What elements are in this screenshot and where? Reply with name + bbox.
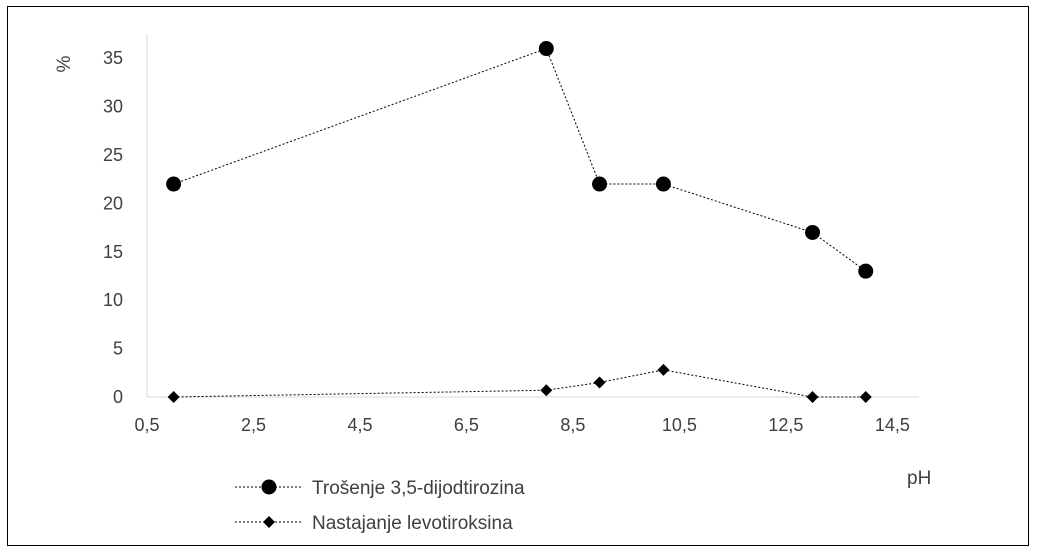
series-layer xyxy=(166,41,874,403)
chart-frame: 0 5 10 15 20 25 30 35 0,5 2,5 4,5 6,5 8,5 10,5 12,5 14… xyxy=(7,6,1029,546)
data-point-diamond xyxy=(167,391,180,403)
x-tick-label: 4,5 xyxy=(347,415,372,435)
x-axis-label: pH xyxy=(907,468,931,489)
series-line xyxy=(173,369,866,398)
series-0 xyxy=(166,41,874,279)
legend: Trošenje 3,5-dijodtirozina Nastajanje le… xyxy=(235,478,525,534)
chart-svg: 0 5 10 15 20 25 30 35 0,5 2,5 4,5 6,5 8,5 10,5 12,5 14… xyxy=(54,34,931,534)
data-point-circle xyxy=(805,224,821,240)
x-tick-label: 6,5 xyxy=(454,415,479,435)
y-tick-label: 10 xyxy=(103,290,123,310)
x-tick-label: 10,5 xyxy=(662,415,697,435)
legend-circle-marker xyxy=(261,479,277,495)
data-point-diamond xyxy=(540,384,553,397)
y-tick-label: 15 xyxy=(103,242,123,262)
legend-label-dijodtirozin: Trošenje 3,5-dijodtirozina xyxy=(312,478,525,499)
y-tick-label: 5 xyxy=(113,339,123,359)
y-tick-label: 20 xyxy=(103,193,123,213)
data-point-circle xyxy=(538,41,554,57)
x-tick-label: 14,5 xyxy=(875,415,910,435)
x-tick-label: 8,5 xyxy=(560,415,585,435)
data-point-circle xyxy=(592,176,608,192)
series-line xyxy=(173,47,867,272)
data-point-circle xyxy=(655,176,671,192)
data-point-circle xyxy=(166,176,182,192)
data-point-circle xyxy=(858,263,874,279)
legend-diamond-marker xyxy=(263,516,275,528)
y-tick-label: 25 xyxy=(103,145,123,165)
y-tick-label: 35 xyxy=(103,48,123,68)
x-tick-labels: 0,5 2,5 4,5 6,5 8,5 10,5 12,5 14,5 xyxy=(134,415,909,435)
x-tick-label: 12,5 xyxy=(768,415,803,435)
legend-label-levotiroksin: Nastajanje levotiroksina xyxy=(312,513,513,534)
data-point-diamond xyxy=(806,391,819,403)
data-point-diamond xyxy=(859,391,872,403)
series-1 xyxy=(167,363,872,403)
x-tick-label: 2,5 xyxy=(241,415,266,435)
y-tick-label: 0 xyxy=(113,387,123,407)
y-tick-label: 30 xyxy=(103,97,123,117)
legend-item-dijodtirozin: Trošenje 3,5-dijodtirozina xyxy=(235,478,525,499)
data-point-diamond xyxy=(593,376,606,389)
data-point-diamond xyxy=(657,363,670,376)
x-tick-label: 0,5 xyxy=(134,415,159,435)
y-axis-label: % xyxy=(54,55,75,72)
y-tick-labels: 0 5 10 15 20 25 30 35 xyxy=(103,48,123,407)
legend-item-levotiroksin: Nastajanje levotiroksina xyxy=(235,513,513,534)
